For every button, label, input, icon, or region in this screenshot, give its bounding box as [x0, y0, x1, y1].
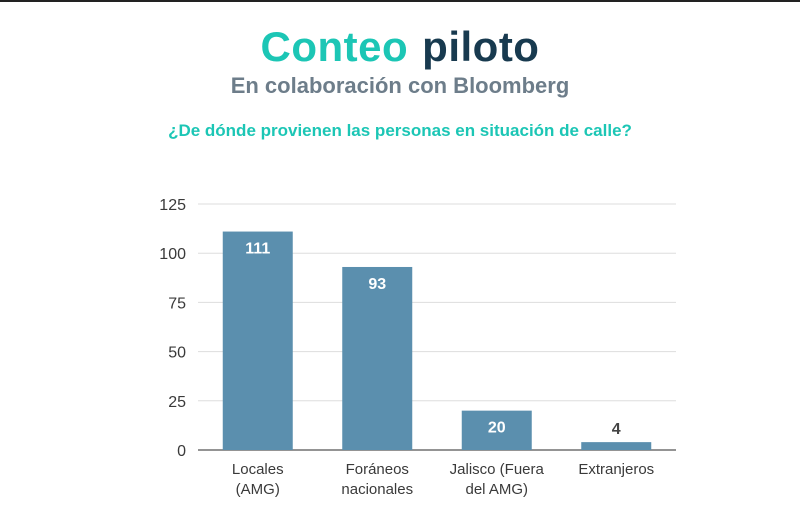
- x-tick-label: del AMG): [465, 481, 528, 498]
- x-tick-label: Jalisco (Fuera: [450, 461, 545, 478]
- title-word-piloto: piloto: [422, 23, 540, 70]
- x-tick-label: Locales: [232, 461, 284, 478]
- y-tick-label: 125: [159, 197, 186, 214]
- x-tick-label: (AMG): [236, 481, 280, 498]
- x-tick-label: nacionales: [341, 481, 413, 498]
- bar: [461, 410, 532, 450]
- y-tick-label: 100: [159, 246, 186, 263]
- y-tick-label: 50: [168, 345, 186, 362]
- bar: [342, 266, 413, 450]
- x-tick-label: Extranjeros: [578, 461, 654, 478]
- bar: [581, 442, 652, 450]
- data-label: 93: [368, 276, 386, 293]
- y-tick-label: 75: [168, 295, 186, 312]
- data-label: 111: [245, 241, 270, 258]
- data-label: 20: [488, 420, 506, 437]
- chart-title: ¿De dónde provienen las personas en situ…: [168, 121, 632, 140]
- page-title: Conteo piloto: [0, 22, 800, 72]
- top-border: [0, 0, 800, 2]
- x-tick-label: Foráneos: [346, 461, 409, 478]
- data-label: 4: [612, 421, 621, 438]
- bar: [222, 231, 293, 450]
- y-tick-label: 0: [177, 443, 186, 460]
- page-subtitle: En colaboración con Bloomberg: [230, 73, 570, 98]
- title-word-conteo: Conteo: [260, 23, 409, 70]
- y-tick-label: 25: [168, 394, 186, 411]
